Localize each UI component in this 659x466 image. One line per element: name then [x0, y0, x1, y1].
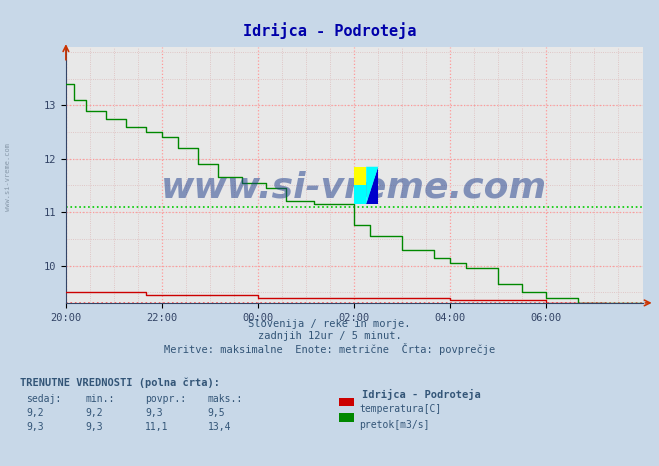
Text: pretok[m3/s]: pretok[m3/s] [359, 420, 430, 430]
Text: Slovenija / reke in morje.
zadnjih 12ur / 5 minut.
Meritve: maksimalne  Enote: m: Slovenija / reke in morje. zadnjih 12ur … [164, 319, 495, 355]
Text: TRENUTNE VREDNOSTI (polna črta):: TRENUTNE VREDNOSTI (polna črta): [20, 377, 219, 388]
Text: 13,4: 13,4 [208, 422, 231, 432]
Text: 9,2: 9,2 [26, 408, 44, 418]
Text: 9,3: 9,3 [145, 408, 163, 418]
Polygon shape [366, 167, 378, 204]
Bar [355, 167, 366, 185]
Text: sedaj:: sedaj: [26, 394, 61, 404]
Text: maks.:: maks.: [208, 394, 243, 404]
Text: 9,3: 9,3 [86, 422, 103, 432]
Text: www.si-vreme.com: www.si-vreme.com [161, 171, 547, 205]
Polygon shape [366, 167, 378, 204]
Bar [355, 185, 366, 204]
Text: 11,1: 11,1 [145, 422, 169, 432]
Text: Idrijca - Podroteja: Idrijca - Podroteja [243, 22, 416, 39]
Text: 9,5: 9,5 [208, 408, 225, 418]
Text: povpr.:: povpr.: [145, 394, 186, 404]
Text: 9,3: 9,3 [26, 422, 44, 432]
Text: min.:: min.: [86, 394, 115, 404]
Text: Idrijca - Podroteja: Idrijca - Podroteja [362, 389, 481, 400]
Text: temperatura[C]: temperatura[C] [359, 404, 442, 414]
Text: www.si-vreme.com: www.si-vreme.com [5, 143, 11, 211]
Text: 9,2: 9,2 [86, 408, 103, 418]
